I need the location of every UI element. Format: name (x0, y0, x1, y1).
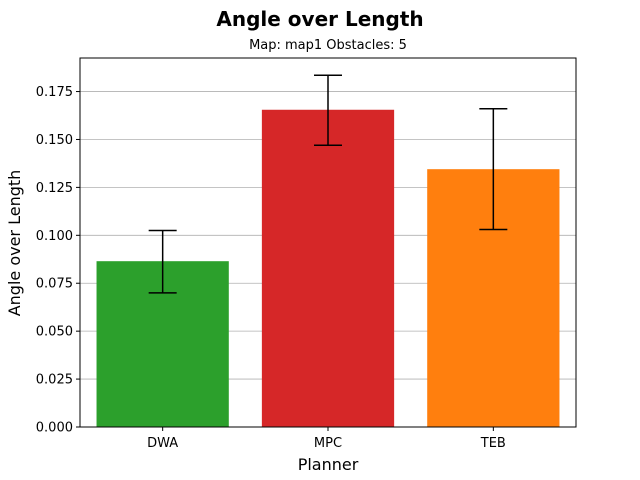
y-tick-label: 0.050 (36, 325, 73, 340)
chart-subtitle: Map: map1 Obstacles: 5 (249, 38, 407, 53)
y-tick-label: 0.100 (36, 229, 73, 244)
chart-title: Angle over Length (216, 7, 423, 31)
y-tick-label: 0.175 (36, 85, 73, 100)
y-axis-label: Angle over Length (5, 170, 24, 317)
y-tick-label: 0.125 (36, 181, 73, 196)
y-tick-label: 0.150 (36, 133, 73, 148)
bar-mpc (261, 109, 395, 427)
x-tick-label: DWA (147, 436, 178, 451)
bars (96, 109, 560, 428)
y-tick-label: 0.025 (36, 373, 73, 388)
x-axis-ticks: DWA MPC TEB (147, 427, 506, 451)
y-tick-label: 0.000 (36, 421, 73, 436)
x-tick-label: MPC (314, 436, 342, 451)
y-axis-ticks: 0.000 0.025 0.050 0.075 0.100 0.125 0.150 0.175 (36, 85, 80, 436)
y-tick-label: 0.075 (36, 277, 73, 292)
x-tick-label: TEB (480, 436, 506, 451)
error-bars (148, 74, 508, 294)
x-axis-label: Planner (298, 455, 359, 474)
